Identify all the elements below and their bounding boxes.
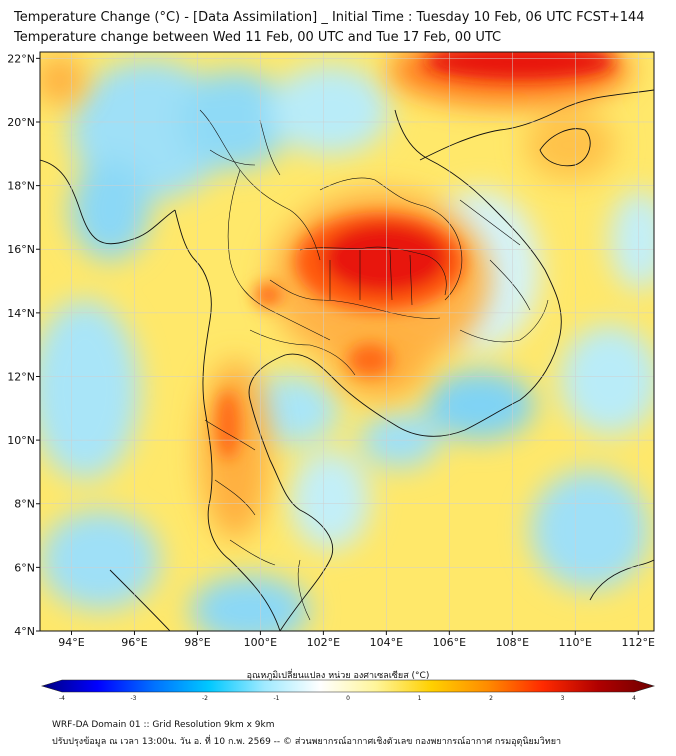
cool-anomaly-areas xyxy=(40,60,654,631)
lat-tick-label: 22°N xyxy=(7,52,35,65)
field-layer xyxy=(40,52,654,631)
lon-tick-label: 104°E xyxy=(370,636,403,649)
map-title-line1: Temperature Change (°C) - [Data Assimila… xyxy=(14,10,645,25)
colorbar-tick-label: 2 xyxy=(489,695,493,702)
colorbar-tick-label: 0 xyxy=(346,695,350,702)
footer-model-info: WRF-DA Domain 01 :: Grid Resolution 9km … xyxy=(52,720,275,730)
colorbar-tick-label: 3 xyxy=(561,695,565,702)
lat-tick-label: 4°N xyxy=(14,625,35,638)
colorbar-tick-label: -4 xyxy=(59,695,65,702)
lon-tick-label: 94°E xyxy=(58,636,84,649)
lon-tick-label: 112°E xyxy=(622,636,655,649)
lat-tick-label: 10°N xyxy=(7,434,35,447)
lon-tick-label: 110°E xyxy=(559,636,592,649)
lat-tick-label: 6°N xyxy=(14,561,35,574)
lat-tick-label: 18°N xyxy=(7,180,35,193)
colorbar-title: อุณหภูมิเปลี่ยนแปลง หน่วย องศาเซลเซียส (… xyxy=(246,671,430,681)
lon-tick-label: 100°E xyxy=(244,636,277,649)
coastlines-and-borders xyxy=(40,89,654,631)
map-title-line2: Temperature change between Wed 11 Feb, 0… xyxy=(14,30,502,45)
lat-tick-label: 12°N xyxy=(7,370,35,383)
lon-tick-label: 98°E xyxy=(184,636,210,649)
lat-tick-label: 14°N xyxy=(7,307,35,320)
colorbar-tick-label: -1 xyxy=(274,695,280,702)
colorbar-bar xyxy=(40,679,656,693)
map-frame xyxy=(39,51,655,632)
lat-tick-label: 20°N xyxy=(7,116,35,129)
graticule xyxy=(40,52,654,631)
lon-tick-label: 102°E xyxy=(307,636,340,649)
lon-tick-label: 106°E xyxy=(433,636,466,649)
colorbar: -4 -3 -2 -1 0 1 2 3 4 xyxy=(40,679,656,702)
hot-anomaly-core xyxy=(216,52,615,460)
lon-tick-label: 108°E xyxy=(496,636,529,649)
colorbar-tick-label: -2 xyxy=(202,695,208,702)
lon-tick-label: 96°E xyxy=(121,636,147,649)
footer-credits: ปรับปรุงข้อมูล ณ เวลา 13:00น. วัน อ. ที่… xyxy=(52,737,562,747)
lat-tick-label: 8°N xyxy=(14,498,35,511)
colorbar-tick-label: -3 xyxy=(131,695,137,702)
colorbar-ticks: -4 -3 -2 -1 0 1 2 3 4 xyxy=(59,695,636,702)
colorbar-tick-label: 1 xyxy=(418,695,422,702)
colorbar-tick-label: 4 xyxy=(632,695,636,702)
longitude-ticks: 94°E 96°E 98°E 100°E 102°E 104°E 106°E 108°E 110… xyxy=(58,631,655,649)
lat-tick-label: 16°N xyxy=(7,243,35,256)
latitude-ticks: 22°N 20°N 18°N 16°N 14°N 12°N 10°N 8°N 6°N 4°N xyxy=(7,52,40,638)
